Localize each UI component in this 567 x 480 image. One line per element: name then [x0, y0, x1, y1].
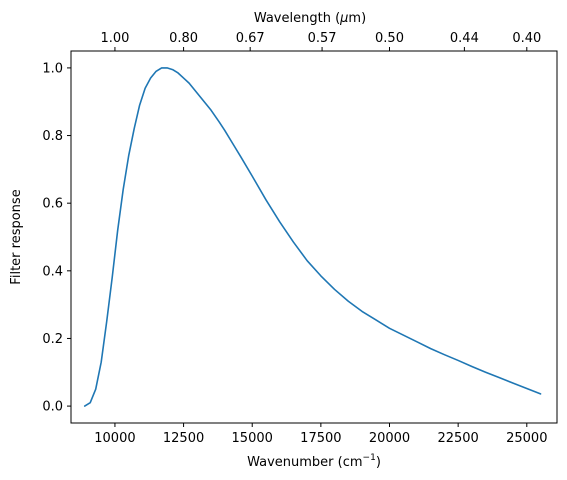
top-tick-label: 0.44	[450, 31, 479, 46]
top-tick-label: 0.67	[236, 31, 265, 46]
x-tick-label: 22500	[437, 431, 478, 446]
top-tick-label: 0.57	[308, 31, 337, 46]
x-tick-label: 10000	[94, 431, 135, 446]
x-tick-label: 12500	[163, 431, 204, 446]
top-axis-label: Wavelength (μm)	[254, 11, 366, 26]
top-tick-label: 1.00	[100, 31, 129, 46]
y-axis-label: Filter response	[9, 189, 24, 284]
series-line-0	[83, 67, 542, 407]
x-tick-label: 15000	[232, 431, 273, 446]
plot-area	[83, 67, 542, 407]
y-tick-label: 0.6	[42, 197, 63, 212]
plot-frame	[70, 50, 558, 424]
y-tick-label: 0.4	[42, 264, 63, 279]
x-tick-label: 20000	[369, 431, 410, 446]
top-tick-label: 0.40	[512, 31, 541, 46]
top-tick-label: 0.80	[169, 31, 198, 46]
y-tick-label: 0.2	[42, 332, 63, 347]
y-tick-label: 0.8	[42, 129, 63, 144]
y-tick-label: 0.0	[42, 400, 63, 415]
x-tick-label: 25000	[506, 431, 547, 446]
y-tick-label: 1.0	[42, 61, 63, 76]
x-tick-label: 17500	[300, 431, 341, 446]
top-tick-label: 0.50	[375, 31, 404, 46]
x-axis-label: Wavenumber (cm−1)	[247, 453, 381, 470]
